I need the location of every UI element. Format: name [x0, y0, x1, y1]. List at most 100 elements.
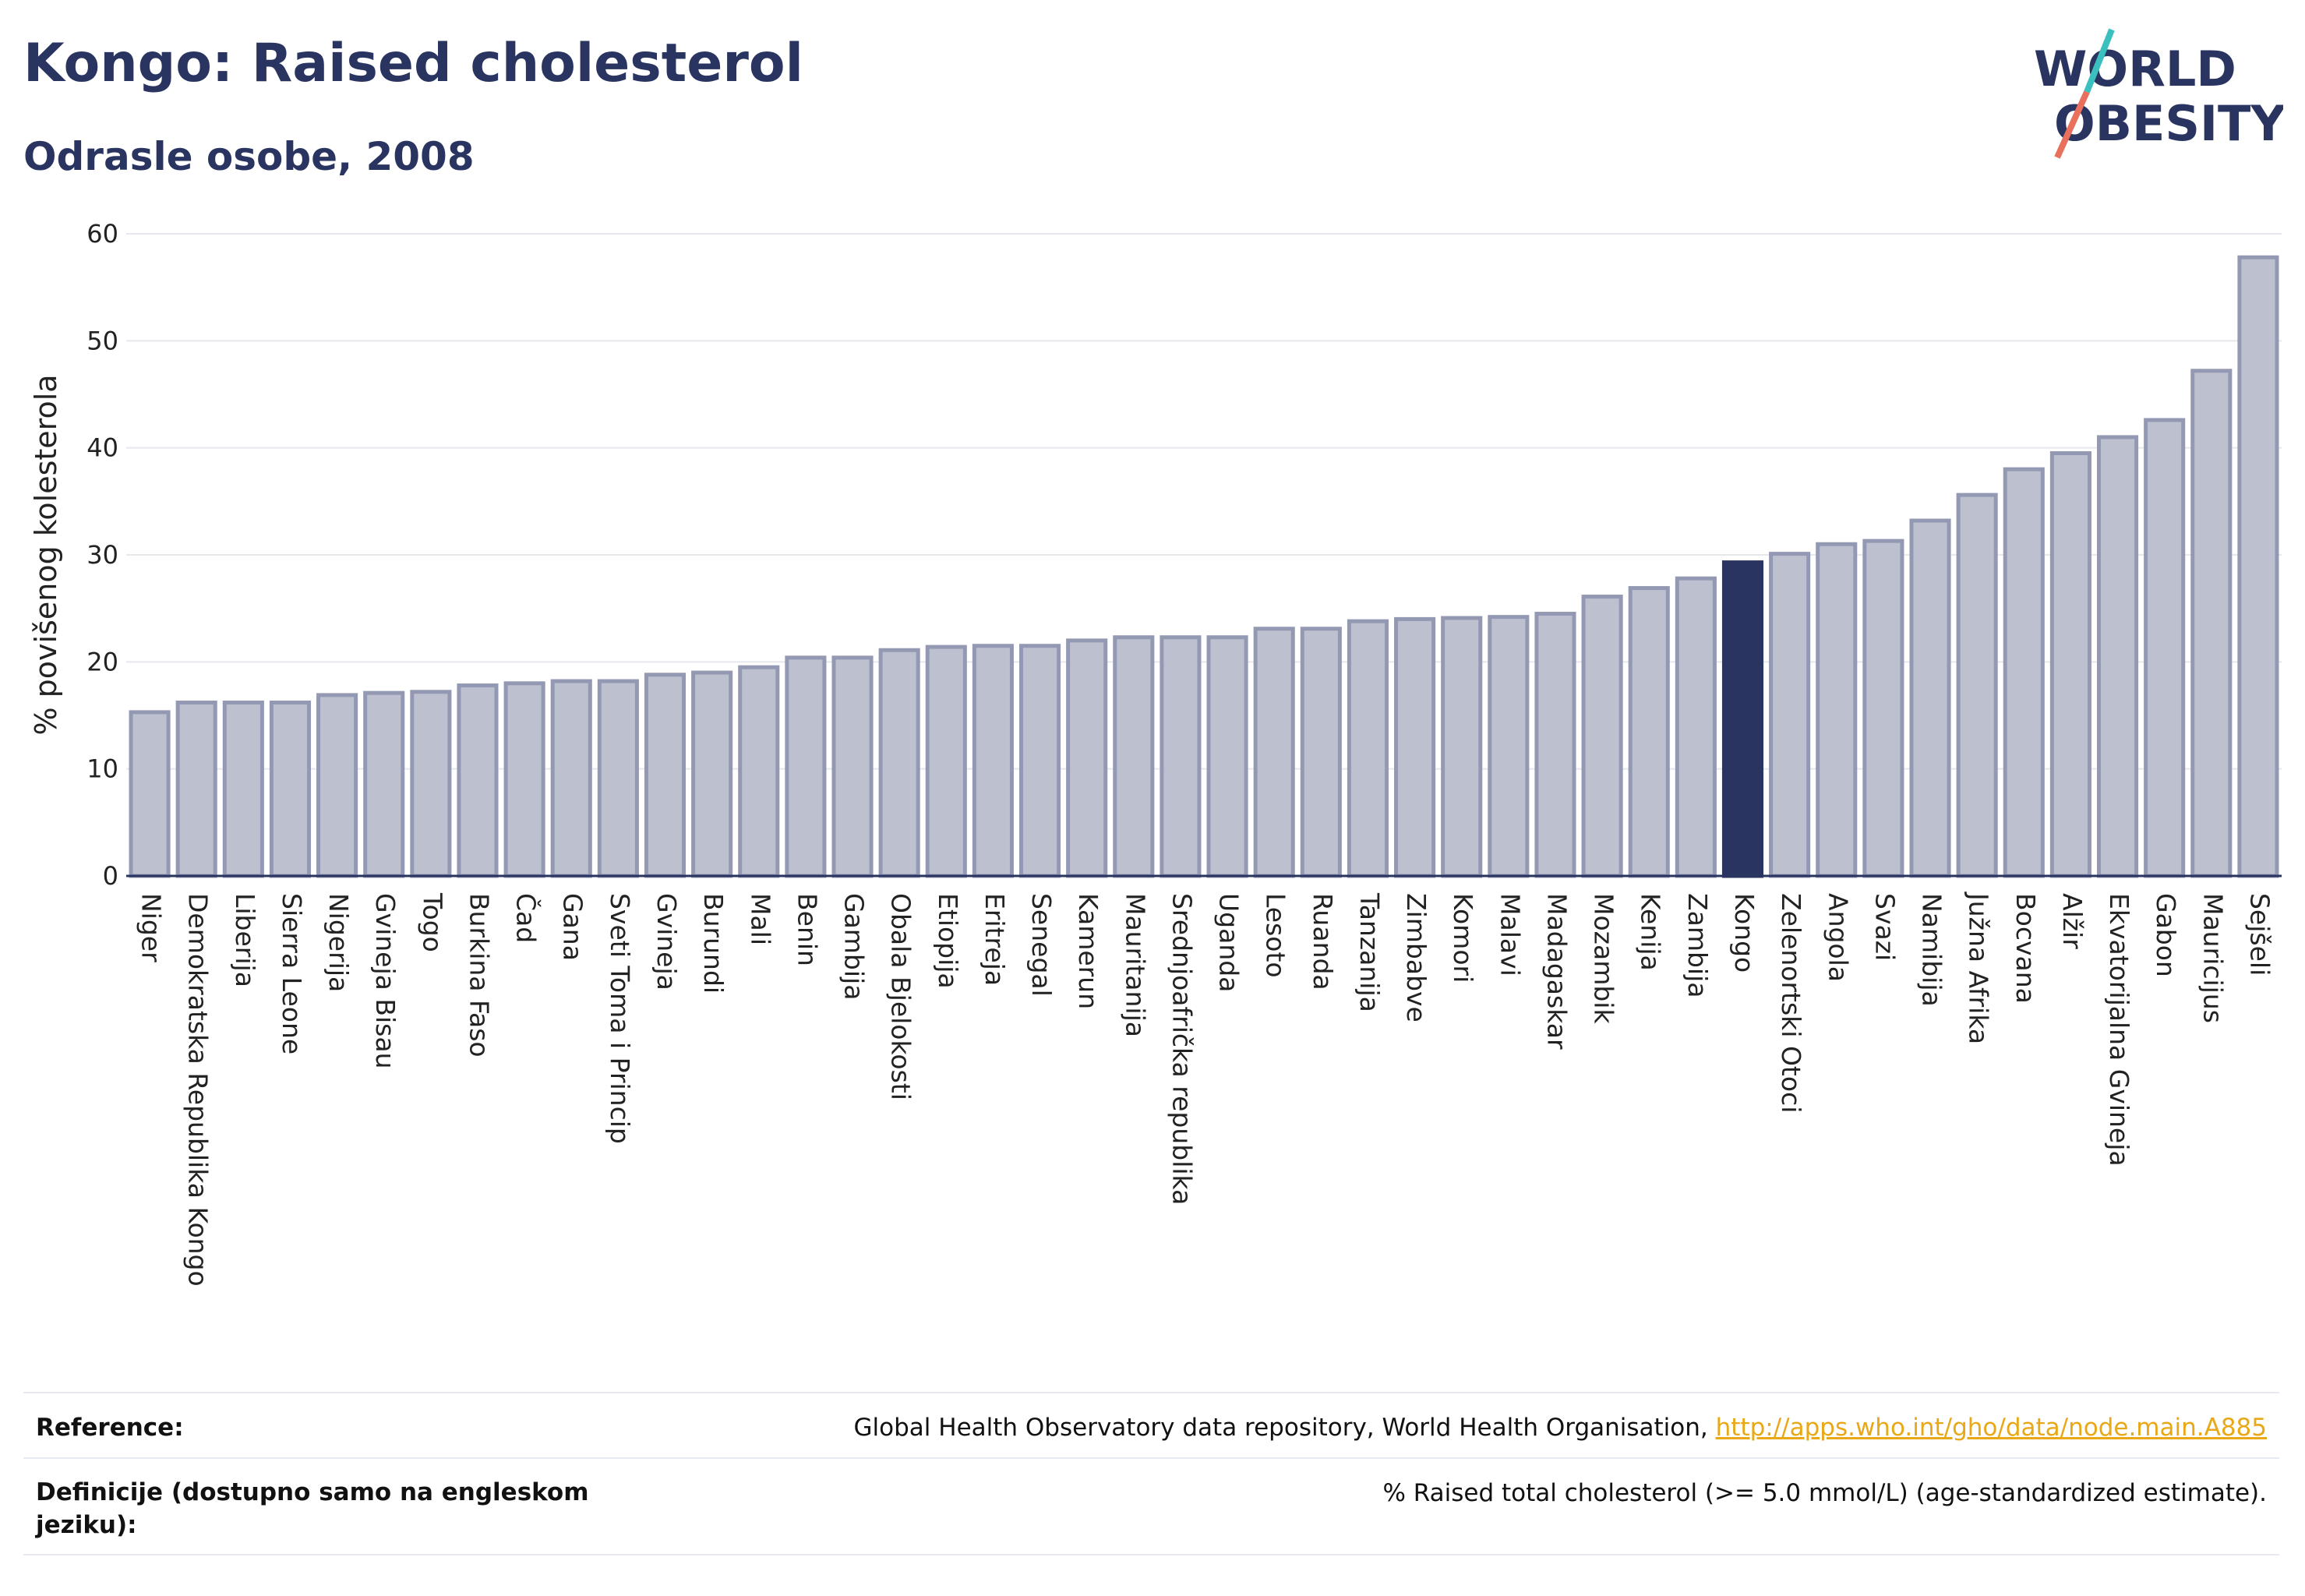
bar-komori — [1441, 616, 1483, 878]
bar-mozambik — [1581, 595, 1623, 878]
category-labels: Niger Demokratska Republika Kongo Liberija… — [136, 892, 2275, 1287]
footer-definition-row: Definicije (dostupno samo na engleskom j… — [23, 1460, 2279, 1554]
x-tick-label: Burkina Faso — [464, 893, 494, 1058]
logo-slash-bottom — [2054, 90, 2090, 159]
bar-srednjoafri-ka-republika — [1160, 635, 1202, 878]
bar-zimbabve — [1394, 616, 1436, 878]
x-tick-label: Srednjoafrička republika — [1167, 893, 1197, 1205]
bar-niger — [129, 710, 171, 878]
reference-link[interactable]: http://apps.who.int/gho/data/node.main.A… — [1715, 1414, 2267, 1442]
bar-tanzanija — [1347, 619, 1389, 878]
bar-svazi — [1862, 538, 1904, 878]
bar-malavi — [1488, 615, 1530, 878]
x-tick-label: Komori — [1448, 893, 1478, 983]
y-axis-label: % povišenog kolesterola — [29, 374, 63, 735]
x-tick-label: Kongo — [1729, 893, 1760, 973]
bar-angola — [1816, 542, 1858, 878]
bar-etiopija — [925, 644, 967, 878]
bar-gambija — [831, 655, 874, 878]
x-tick-label: Bocvana — [2010, 893, 2041, 1004]
footer-divider-top — [23, 1392, 2279, 1393]
bar-ju-na-afrika — [1956, 493, 1998, 878]
y-tick-label: 20 — [86, 647, 118, 676]
y-tick-label: 10 — [86, 754, 118, 784]
definition-text: % Raised total cholesterol (>= 5.0 mmol/… — [1382, 1479, 2267, 1507]
x-tick-label: Madagaskar — [1541, 893, 1572, 1050]
x-tick-label: Mauricijus — [2197, 893, 2228, 1023]
page-title: Kongo: Raised cholesterol — [23, 33, 803, 94]
bar-uganda — [1206, 635, 1248, 878]
x-tick-label: Eritreja — [980, 893, 1010, 986]
x-tick-label: Mozambik — [1589, 893, 1619, 1024]
bar--ad — [503, 681, 545, 878]
x-tick-label: Zelenortski Otoci — [1776, 893, 1806, 1113]
bar-kongo — [1721, 560, 1764, 878]
y-axis-ticks: 0 10 20 30 40 50 60 — [86, 219, 118, 891]
y-tick-label: 50 — [86, 326, 118, 355]
y-tick-label: 30 — [86, 540, 118, 570]
bars — [129, 255, 2279, 878]
bar-burundi — [691, 670, 733, 878]
bar-obala-bjelokosti — [878, 648, 920, 878]
x-tick-label: Alžir — [2057, 893, 2088, 949]
bar-senegal — [1018, 644, 1061, 878]
bar-nigerija — [316, 693, 358, 878]
bar-liberija — [222, 701, 264, 878]
logo-slash-top — [2084, 28, 2115, 94]
x-tick-label: Burundi — [698, 893, 729, 994]
bar-ekvatorijalna-gvineja — [2096, 435, 2139, 878]
x-tick-label: Svazi — [1869, 893, 1900, 961]
bar-burkina-faso — [457, 683, 499, 878]
x-tick-label: Benin — [792, 893, 822, 966]
bar-namibija — [1909, 518, 1951, 878]
x-tick-label: Demokratska Republika Kongo — [183, 893, 214, 1287]
bar-mauritanija — [1113, 635, 1155, 878]
y-tick-label: 0 — [103, 861, 118, 891]
bar-togo — [410, 690, 452, 878]
x-tick-label: Senegal — [1026, 893, 1057, 997]
bar-zelenortski-otoci — [1769, 552, 1811, 878]
x-tick-label: Zimbabve — [1401, 893, 1431, 1022]
reference-source: Global Health Observatory data repositor… — [853, 1414, 1716, 1442]
x-tick-label: Sierra Leone — [277, 893, 307, 1054]
x-tick-label: Gvineja — [651, 893, 682, 990]
reference-label: Reference: — [36, 1414, 184, 1442]
x-tick-label: Uganda — [1214, 893, 1244, 992]
x-tick-label: Kenija — [1636, 893, 1666, 971]
x-tick-label: Lesoto — [1261, 893, 1291, 978]
footer-divider-bottom — [23, 1554, 2279, 1555]
y-tick-label: 60 — [86, 219, 118, 249]
bar-gana — [550, 679, 592, 878]
x-tick-label: Ekvatorijalna Gvineja — [2104, 893, 2134, 1167]
logo-line2: OBESITY — [2054, 95, 2283, 152]
bar-eritreja — [972, 644, 1014, 878]
x-tick-label: Kamerun — [1073, 893, 1103, 1009]
bar-al-ir — [2049, 451, 2091, 878]
world-obesity-logo: WORLD OBESITY — [2034, 28, 2283, 159]
x-tick-label: Zambija — [1682, 893, 1713, 998]
definition-label: Definicije (dostupno samo na engleskom j… — [36, 1478, 589, 1539]
x-tick-label: Etiopija — [933, 893, 963, 989]
x-tick-label: Liberija — [230, 893, 260, 987]
reference-text: Global Health Observatory data repositor… — [854, 1414, 2267, 1442]
x-tick-label: Mali — [745, 893, 775, 945]
bar-mauricijus — [2190, 369, 2233, 878]
bar-kamerun — [1066, 638, 1108, 878]
bar-sej-eli — [2237, 255, 2279, 878]
x-tick-label: Angola — [1823, 893, 1853, 982]
logo-line1: WORLD — [2034, 41, 2236, 97]
bar-demokratska-republika-kongo — [175, 701, 217, 878]
x-tick-label: Obala Bjelokosti — [886, 893, 916, 1100]
footer-reference-row: Reference: Global Health Observatory dat… — [23, 1395, 2279, 1457]
bar-bocvana — [2003, 467, 2045, 878]
bar-zambija — [1675, 576, 1717, 878]
bar-madagaskar — [1534, 612, 1576, 878]
x-tick-label: Sejšeli — [2244, 893, 2275, 976]
y-tick-label: 40 — [86, 433, 118, 463]
x-tick-label: Gambija — [839, 893, 870, 1000]
bar-kenija — [1628, 586, 1670, 878]
x-tick-label: Gvineja Bisau — [370, 893, 401, 1069]
bar-lesoto — [1253, 627, 1295, 878]
x-tick-label: Južna Afrika — [1964, 892, 1994, 1044]
bar-sierra-leone — [269, 701, 312, 878]
